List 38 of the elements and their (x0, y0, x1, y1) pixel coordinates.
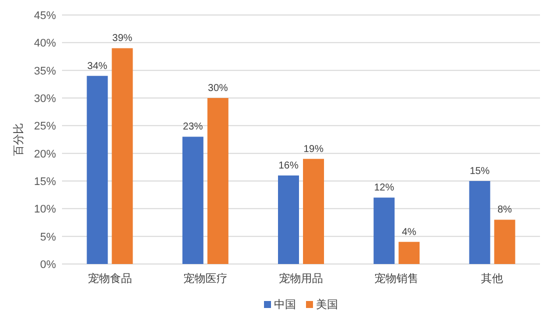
data-label: 34% (87, 60, 108, 72)
bar (112, 48, 133, 264)
y-tick-label: 10% (34, 204, 56, 216)
x-tick-label: 宠物用品 (279, 272, 323, 285)
y-tick-label: 25% (34, 120, 56, 133)
data-label: 39% (112, 33, 132, 44)
y-tick-label: 0% (40, 259, 56, 271)
y-tick-label: 20% (34, 148, 56, 160)
y-tick-label: 40% (34, 38, 56, 50)
data-label: 16% (278, 160, 299, 172)
bar (494, 220, 516, 264)
data-label: 4% (402, 226, 416, 238)
legend-label: 中国 (274, 298, 296, 311)
x-tick-label: 宠物食品 (88, 272, 132, 285)
bar (303, 158, 324, 264)
data-label: 15% (470, 166, 490, 177)
data-label: 19% (303, 144, 324, 155)
data-label: 30% (208, 83, 228, 94)
data-label: 12% (374, 182, 394, 194)
bar (374, 198, 395, 264)
y-tick-label: 5% (40, 231, 56, 244)
data-label: 23% (182, 122, 204, 133)
x-tick-label: 其他 (481, 272, 504, 285)
bar (398, 242, 420, 264)
legend-label: 美国 (316, 298, 338, 311)
y-tick-label: 35% (34, 65, 56, 78)
y-tick-label: 15% (34, 176, 56, 188)
bar (182, 136, 204, 264)
y-tick-label: 30% (34, 93, 56, 105)
x-tick-label: 宠物医疗 (183, 272, 228, 285)
bar (278, 175, 299, 264)
bar (469, 181, 490, 264)
y-axis-title: 百分比 (12, 123, 25, 156)
y-tick-label: 45% (34, 10, 56, 22)
x-tick-label: 宠物销售 (374, 272, 419, 285)
data-label: 8% (497, 204, 512, 216)
bar (86, 76, 108, 264)
bar (207, 98, 228, 264)
